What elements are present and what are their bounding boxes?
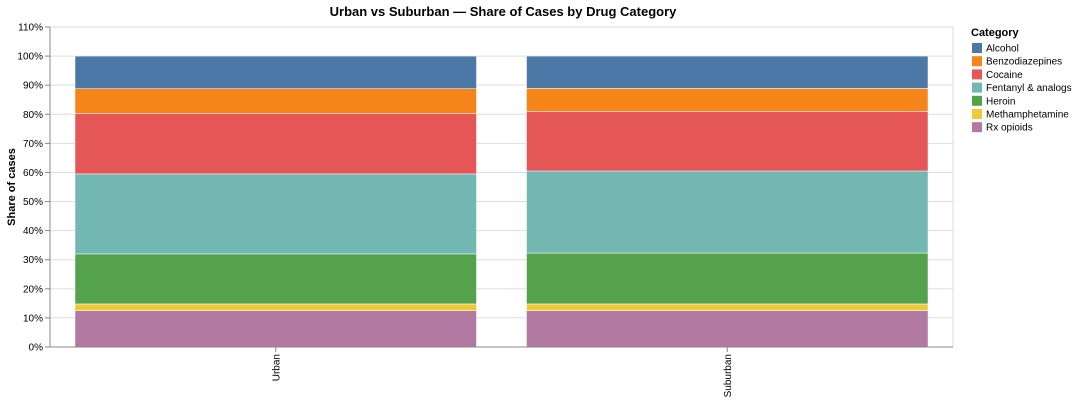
bar-segment	[74, 173, 477, 255]
bar-segment	[526, 252, 929, 305]
y-tick-label: 10%	[23, 313, 43, 324]
legend-swatch	[972, 109, 982, 119]
bar-segment	[74, 253, 477, 305]
legend-label: Alcohol	[986, 44, 1019, 55]
bar-segment	[526, 88, 929, 112]
y-tick-label: 40%	[23, 226, 43, 237]
bar-segment	[526, 55, 929, 89]
y-tick-label: 0%	[29, 343, 44, 354]
legend-label: Methamphetamine	[986, 110, 1069, 121]
bar-segment	[526, 303, 929, 311]
y-tick-label: 60%	[23, 168, 43, 179]
y-tick-label: 110%	[18, 23, 43, 34]
y-tick-label: 20%	[23, 284, 43, 295]
y-tick-label: 100%	[17, 52, 43, 63]
bar-segment	[74, 88, 477, 114]
legend-swatch	[972, 56, 982, 67]
legend-swatch	[972, 69, 982, 80]
y-tick-label: 70%	[23, 139, 43, 150]
bar-segment	[74, 310, 477, 348]
legend-swatch	[972, 82, 982, 93]
bar-segment	[74, 55, 477, 89]
legend-label: Benzodiazepines	[986, 57, 1062, 68]
bars	[74, 55, 929, 348]
bar-segment	[526, 310, 929, 348]
legend-swatch	[972, 95, 982, 106]
x-tick-label: Suburban	[723, 354, 734, 397]
bar-segment	[74, 113, 477, 175]
legend-label: Fentanyl & analogs	[986, 83, 1072, 94]
bar-segment	[526, 170, 929, 254]
bar-segment	[526, 111, 929, 172]
legend-swatch	[972, 122, 982, 133]
chart-title: Urban vs Suburban — Share of Cases by Dr…	[330, 4, 678, 19]
y-tick-label: 50%	[23, 197, 43, 208]
y-tick-label: 30%	[23, 255, 43, 266]
legend-label: Rx opioids	[986, 123, 1033, 134]
legend-swatch	[972, 43, 982, 53]
y-tick-label: 90%	[23, 81, 43, 92]
y-axis-title: Share of cases	[6, 148, 18, 226]
axes: 0% 10% 20% 30% 40% 50% 60% 70% 80% 90% 100% 110% Urb…	[17, 23, 953, 397]
x-tick-label: Urban	[271, 354, 282, 381]
legend-label: Cocaine	[986, 70, 1023, 81]
legend-label: Heroin	[986, 96, 1015, 107]
legend-title: Category	[971, 27, 1020, 39]
y-tick-label: 80%	[23, 110, 43, 121]
legend: Category Alcohol Benzodiazepines Cocaine Fe…	[971, 27, 1072, 134]
bar-segment	[74, 303, 477, 311]
